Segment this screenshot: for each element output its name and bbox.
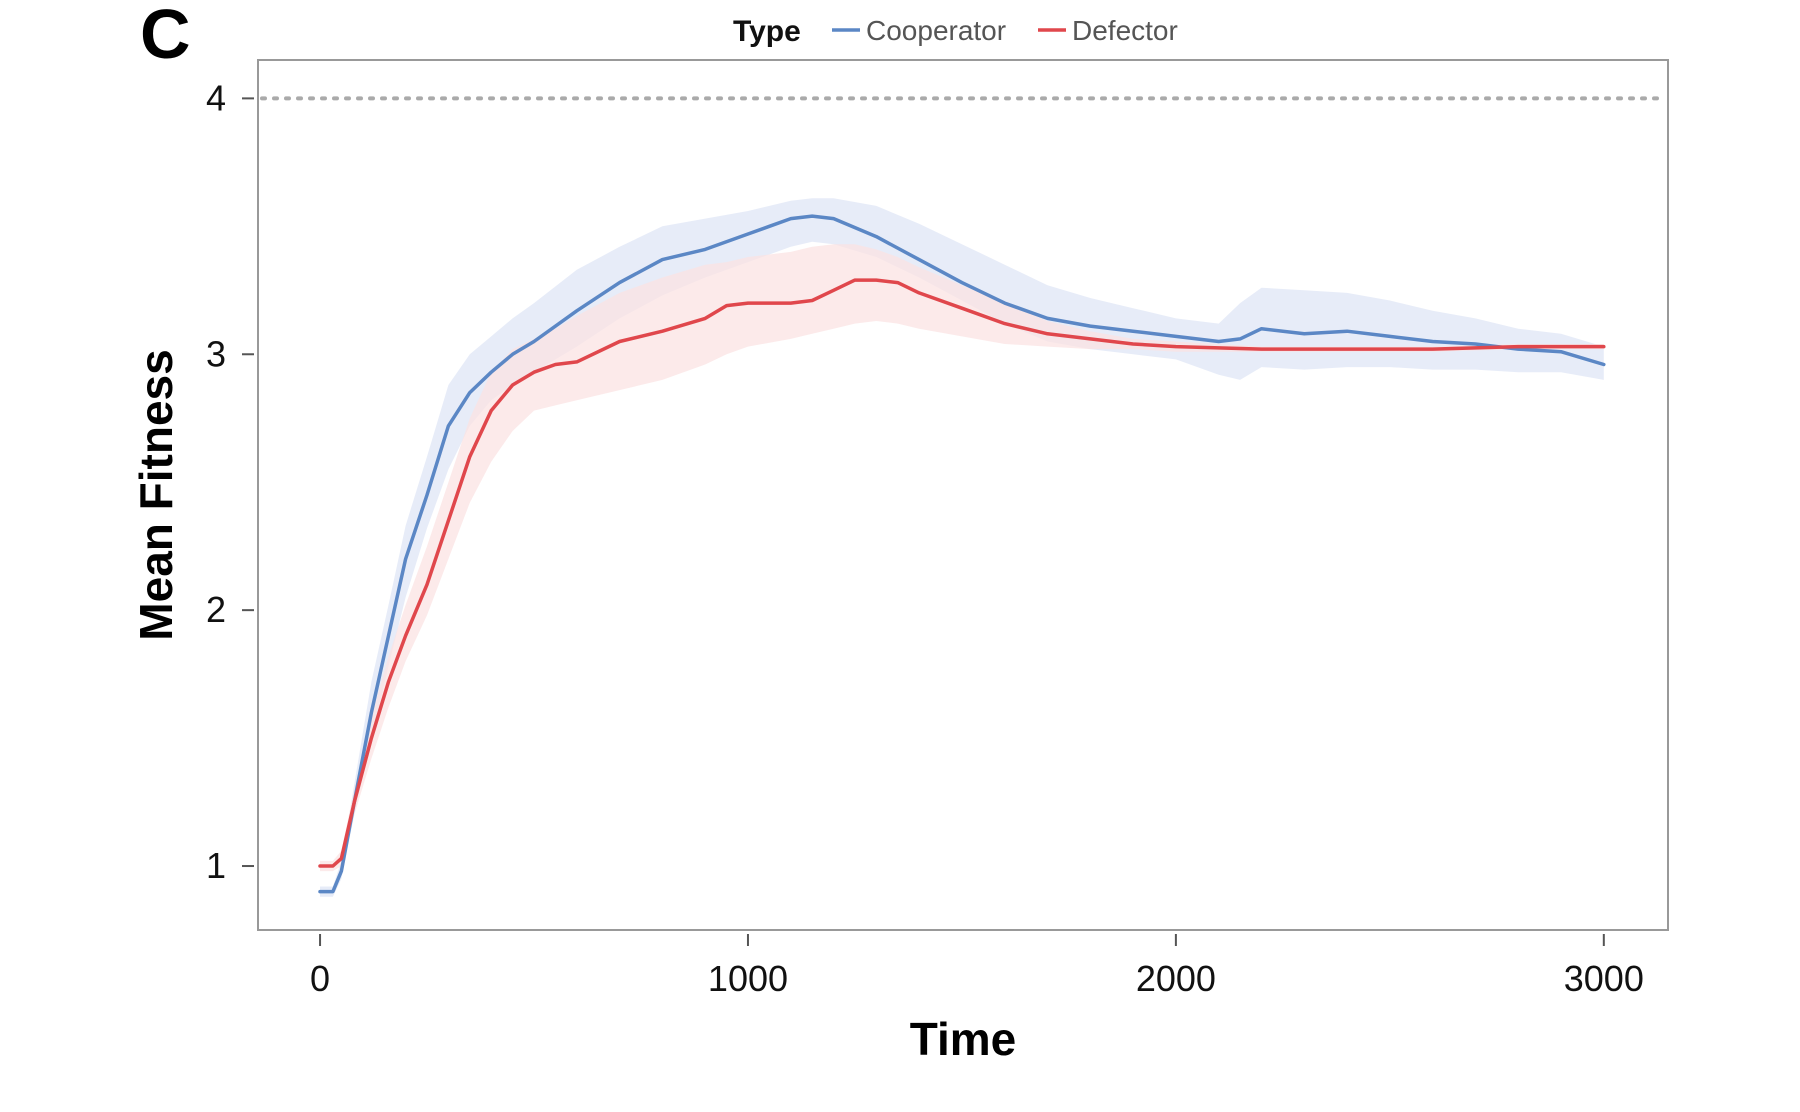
x-tick-label: 0: [310, 958, 330, 999]
x-axis: 0 1000 2000 3000: [310, 934, 1644, 999]
y-tick-label: 4: [206, 77, 226, 118]
panel-label: C: [140, 0, 191, 73]
y-tick-label: 3: [206, 333, 226, 374]
x-axis-title: Time: [910, 1013, 1017, 1065]
y-axis-title: Mean Fitness: [130, 349, 182, 640]
series-line-cooperator: [318, 214, 1606, 894]
x-tick-label: 2000: [1136, 958, 1216, 999]
plot-frame: [257, 59, 1669, 931]
y-axis: 1 2 3 4: [206, 77, 254, 886]
x-tick-label: 1000: [708, 958, 788, 999]
series-lines: [318, 214, 1606, 894]
y-tick-label: 2: [206, 589, 226, 630]
legend-title: Type: [733, 15, 801, 48]
y-tick-label: 1: [206, 845, 226, 886]
legend-label-cooperator: Cooperator: [866, 15, 1006, 46]
legend-label-defector: Defector: [1072, 15, 1178, 46]
series-line-defector: [318, 278, 1606, 868]
legend: Type Cooperator Defector: [733, 15, 1178, 48]
confidence-bands: [320, 198, 1604, 897]
x-tick-label: 3000: [1564, 958, 1644, 999]
